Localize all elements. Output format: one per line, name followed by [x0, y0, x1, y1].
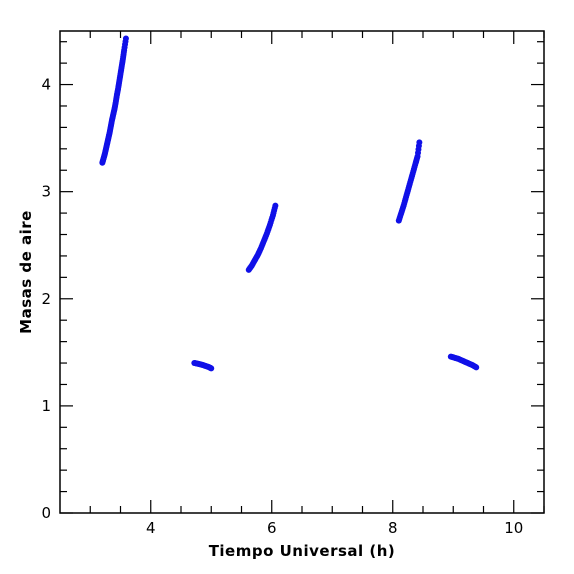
data-point	[208, 365, 215, 372]
plot-frame	[59, 30, 545, 514]
y-tick-label: 2	[41, 290, 51, 308]
tick-labels: 4 6 8 10 0 1 2 3 4	[41, 76, 523, 537]
axis-ticks	[60, 31, 545, 514]
y-tick-label: 1	[41, 397, 51, 415]
x-axis-title: Tiempo Universal (h)	[209, 542, 396, 560]
x-tick-label: 6	[267, 519, 277, 537]
data-points	[99, 35, 480, 372]
y-axis-title: Masas de aire	[17, 210, 35, 334]
data-point	[473, 364, 480, 371]
y-tick-label: 4	[41, 76, 51, 94]
y-tick-label: 3	[41, 183, 51, 201]
data-point	[272, 202, 279, 209]
data-point	[122, 35, 129, 42]
data-point	[416, 139, 423, 146]
x-tick-label: 8	[388, 519, 398, 537]
x-tick-label: 4	[146, 519, 156, 537]
y-tick-label: 0	[41, 504, 51, 522]
x-tick-label: 10	[504, 519, 523, 537]
